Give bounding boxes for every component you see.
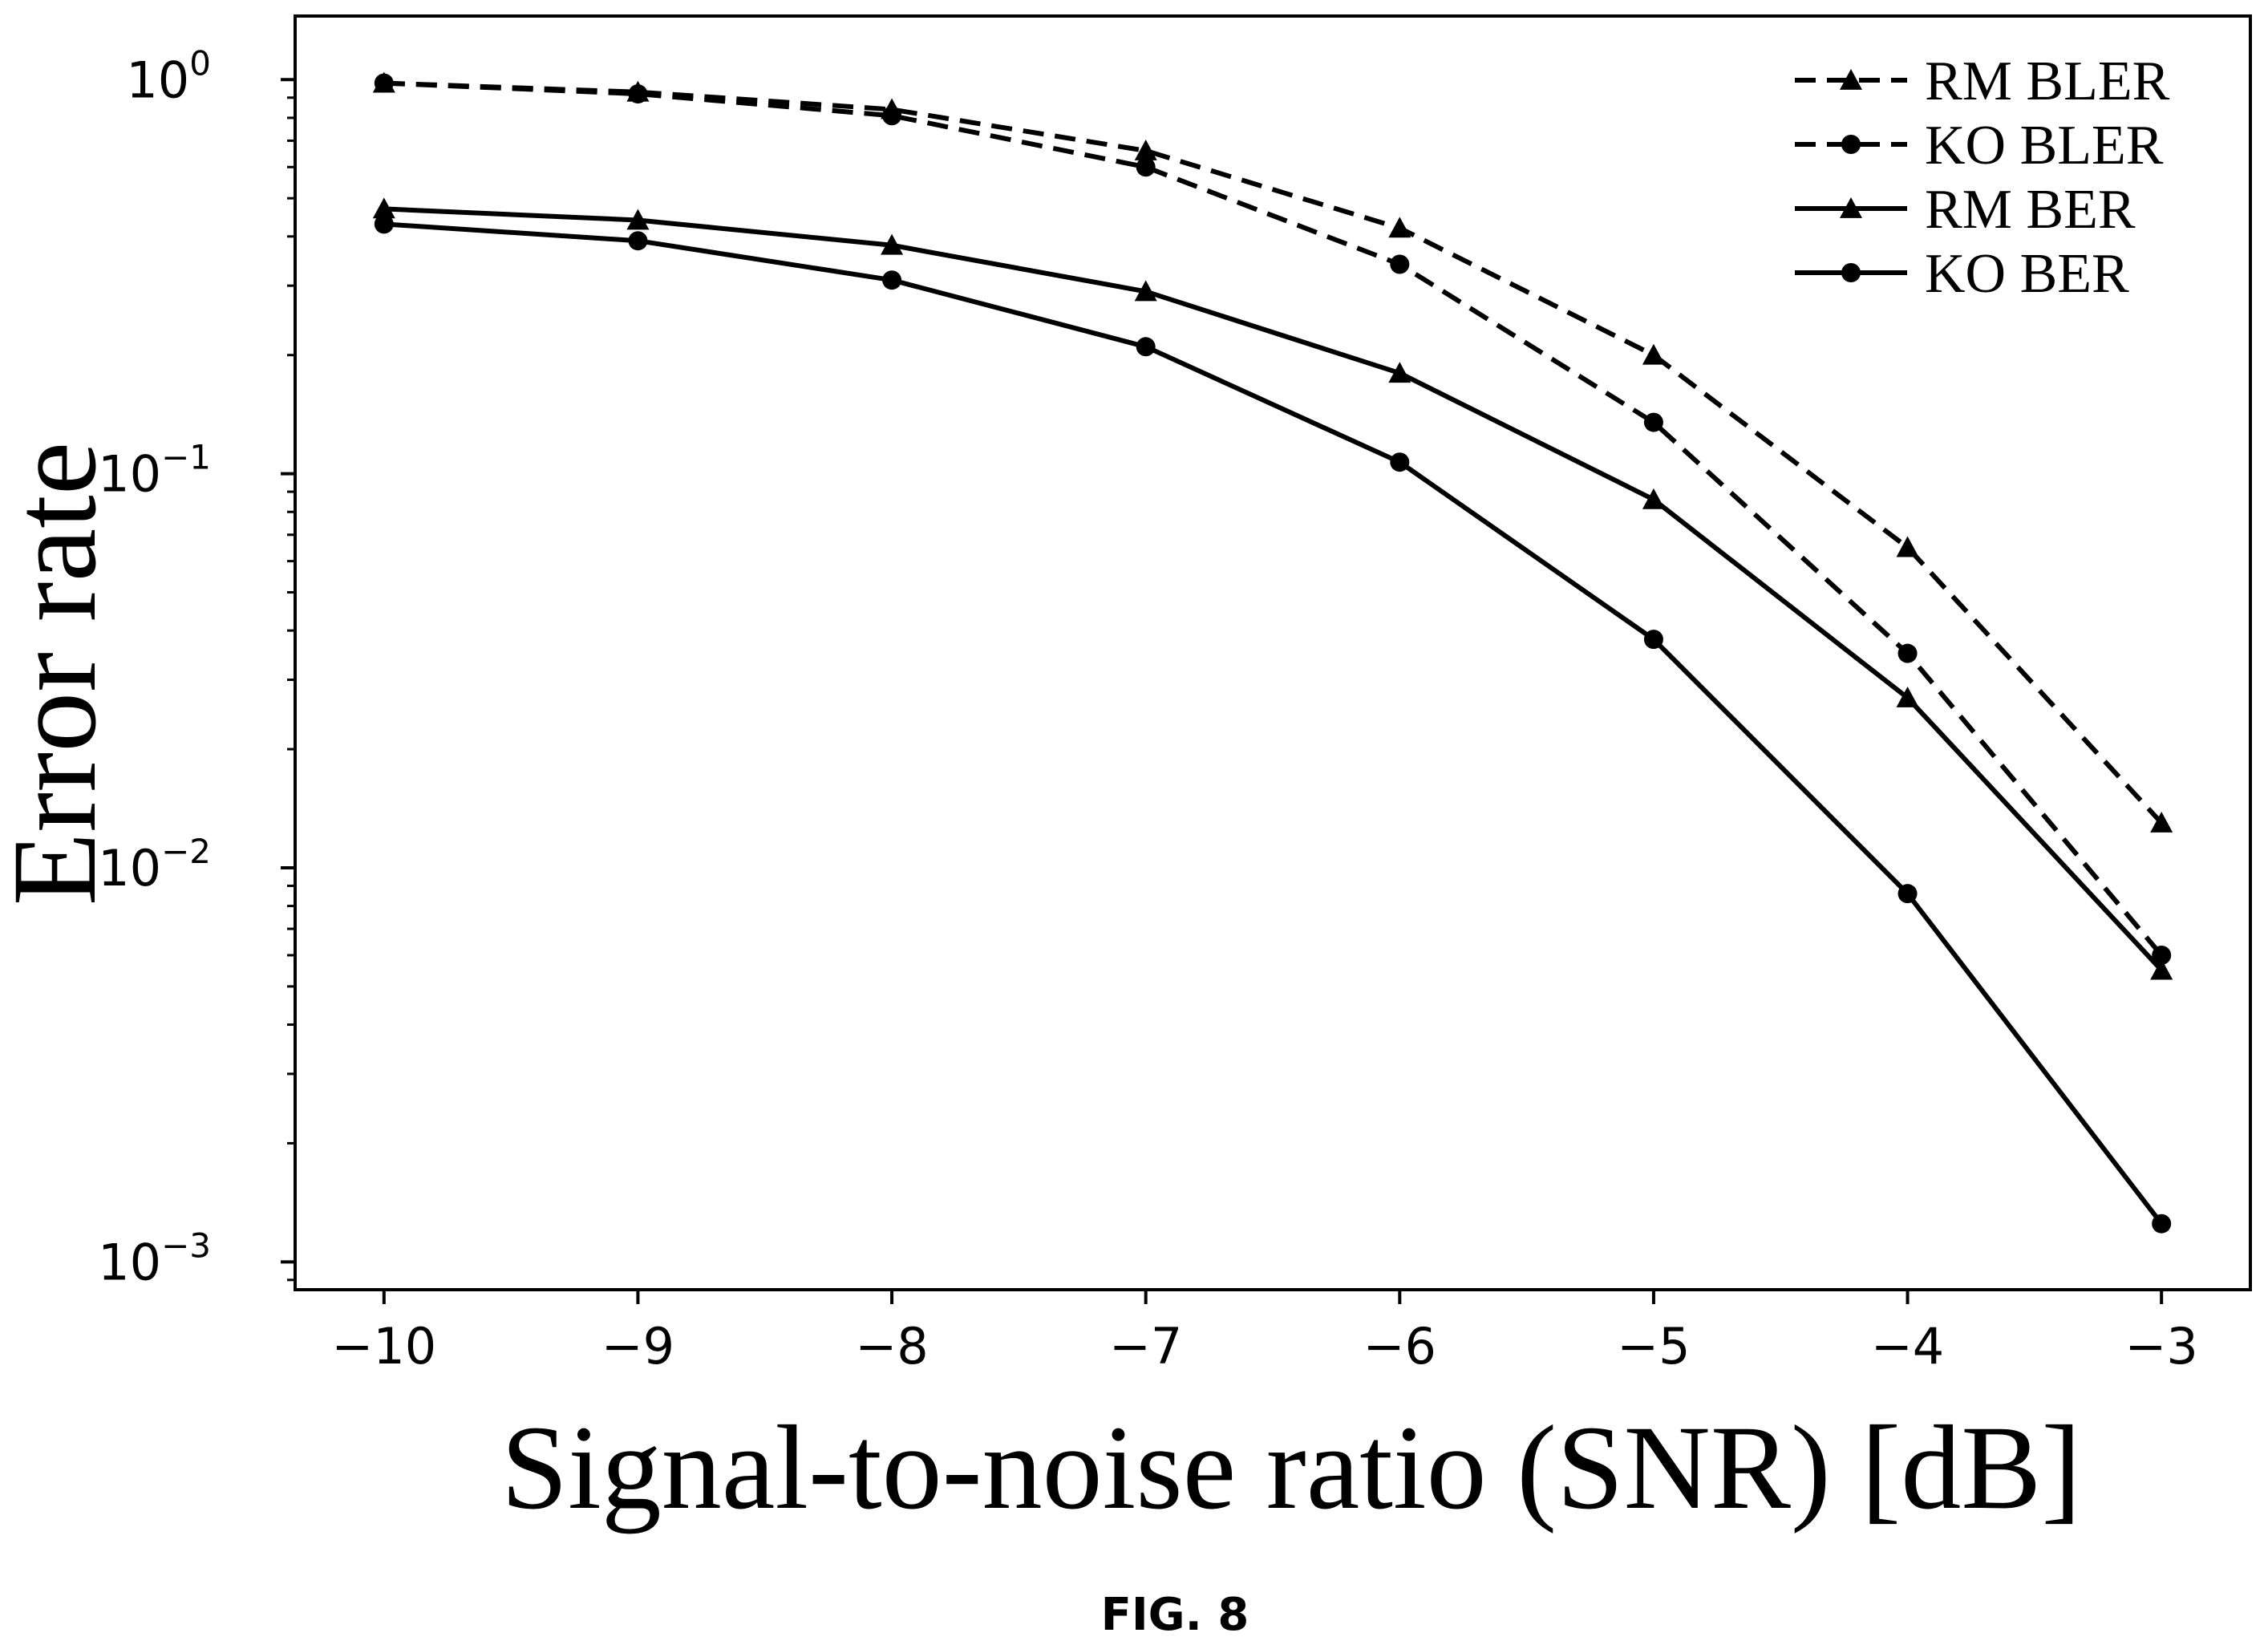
legend-label: KO BLER xyxy=(1925,115,2164,176)
data-point xyxy=(882,106,902,126)
x-tick-label: −8 xyxy=(855,1317,928,1376)
y-tick-label: 10−2 xyxy=(98,832,211,897)
series-rm-ber xyxy=(372,197,2173,980)
data-point xyxy=(1136,337,1156,357)
y-tick-label: 10−1 xyxy=(98,438,211,504)
data-point xyxy=(626,209,650,230)
series-rm-bler xyxy=(372,71,2173,833)
legend-label: RM BLER xyxy=(1925,51,2170,112)
data-point xyxy=(1643,412,1663,432)
y-tick-label: 10−3 xyxy=(98,1226,211,1291)
data-point xyxy=(628,84,648,104)
legend-item: KO BER xyxy=(1795,243,2129,305)
data-point xyxy=(882,270,902,290)
data-point xyxy=(1390,254,1410,274)
series-line xyxy=(383,206,2164,972)
legend-marker xyxy=(1841,135,1861,154)
data-point xyxy=(2152,1213,2172,1234)
data-point xyxy=(1642,488,1665,509)
x-tick-label: −4 xyxy=(1871,1317,1944,1376)
series-ko-ber xyxy=(374,214,2172,1234)
x-tick-label: −3 xyxy=(2124,1317,2197,1376)
legend-marker xyxy=(1840,197,1862,218)
legend-marker xyxy=(1840,69,1862,90)
data-point xyxy=(1896,687,1919,707)
data-point xyxy=(1897,884,1918,904)
x-axis-title: Signal-to-noise ratio (SNR) [dB] xyxy=(501,1401,2082,1534)
data-point xyxy=(1643,630,1663,650)
data-point xyxy=(1134,139,1157,160)
x-tick-label: −9 xyxy=(601,1317,674,1376)
data-point xyxy=(372,197,395,219)
data-point xyxy=(2152,945,2172,965)
x-tick-label: −7 xyxy=(1109,1317,1182,1376)
y-axis-title: Error rate xyxy=(0,442,121,906)
data-point xyxy=(1388,217,1411,238)
x-tick-label: −10 xyxy=(331,1317,436,1376)
plot-frame xyxy=(294,14,2252,1291)
legend-label: KO BER xyxy=(1925,243,2129,305)
data-point xyxy=(1642,343,1665,365)
series-line xyxy=(383,80,2164,825)
y-tick-label: 100 xyxy=(126,43,211,109)
x-tick-label: −6 xyxy=(1363,1317,1436,1376)
data-point xyxy=(2150,811,2173,833)
data-point xyxy=(1136,157,1156,177)
data-point xyxy=(374,73,394,93)
legend-label: RM BER xyxy=(1925,179,2136,241)
x-tick-label: −5 xyxy=(1617,1317,1690,1376)
data-point xyxy=(374,214,394,234)
data-point xyxy=(1134,280,1157,302)
series-ko-bler xyxy=(374,73,2172,965)
data-point xyxy=(1388,362,1411,383)
figure-label: FIG. 8 xyxy=(1101,1589,1249,1641)
legend-item: RM BLER xyxy=(1795,51,2170,112)
data-point xyxy=(1896,536,1919,557)
data-point xyxy=(881,233,904,255)
legend-marker xyxy=(1841,263,1861,282)
data-point xyxy=(1897,643,1918,663)
series-line xyxy=(383,80,2164,957)
legend-item: KO BLER xyxy=(1795,115,2164,176)
series-line xyxy=(383,221,2164,1226)
data-point xyxy=(628,231,648,251)
data-point xyxy=(2150,958,2173,980)
legend-item: RM BER xyxy=(1795,179,2136,241)
data-point xyxy=(1390,452,1410,472)
